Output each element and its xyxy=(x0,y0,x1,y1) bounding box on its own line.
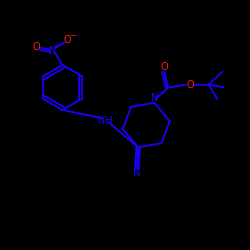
Text: O: O xyxy=(32,42,40,52)
Text: N: N xyxy=(151,93,158,103)
Text: O: O xyxy=(64,35,71,45)
Text: O: O xyxy=(187,80,194,90)
Text: NH: NH xyxy=(98,116,112,126)
Text: +: + xyxy=(54,42,60,50)
Text: −: − xyxy=(69,32,76,40)
Text: N: N xyxy=(49,46,57,56)
Text: O: O xyxy=(160,62,168,72)
Text: N: N xyxy=(133,168,140,178)
